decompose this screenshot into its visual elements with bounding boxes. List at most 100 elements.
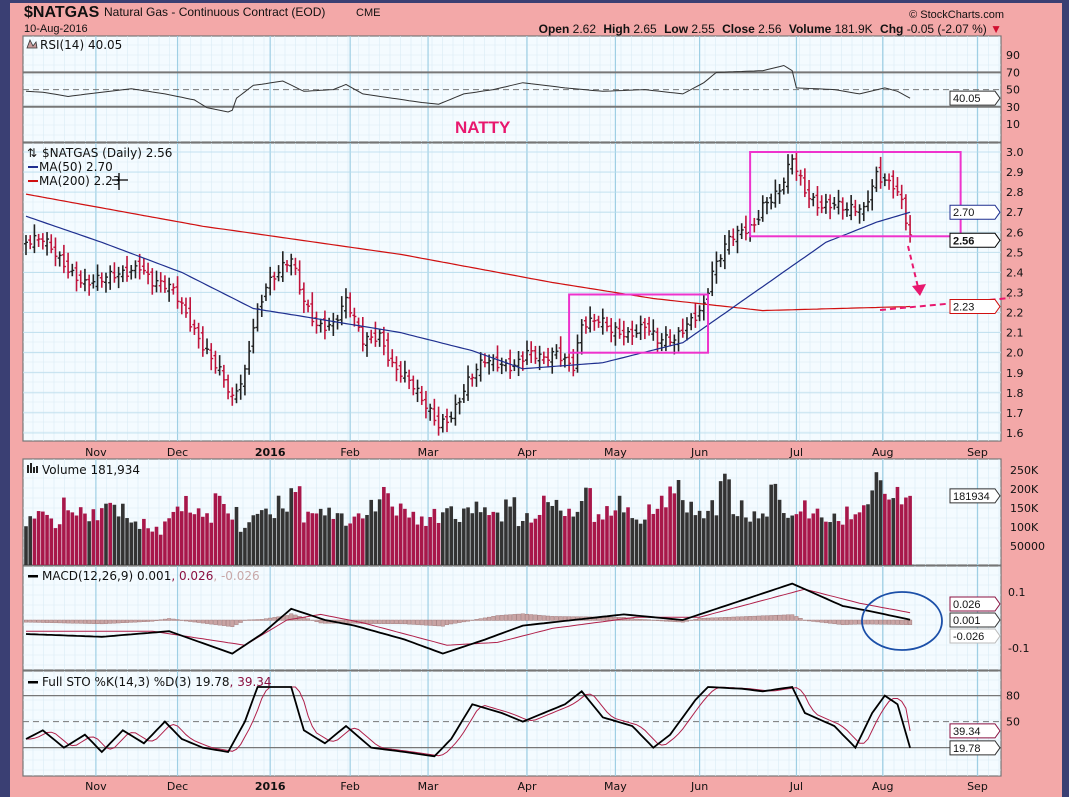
ohlc-bar — [293, 257, 298, 276]
volume-bar — [605, 506, 609, 565]
ohlc-bar — [175, 276, 180, 309]
volume-bar — [318, 508, 323, 565]
volume-bar — [516, 526, 521, 565]
x-axis-label: Dec — [167, 446, 188, 459]
macd-histogram-bar — [251, 619, 256, 621]
volume-bar — [840, 524, 845, 565]
ohlc-bar — [613, 322, 618, 346]
rsi-legend: RSI(14) 40.05 — [40, 38, 122, 52]
ma50-value-tag-box — [949, 204, 1001, 220]
ohlc-bar — [40, 233, 45, 250]
ohlc-bar — [550, 347, 555, 374]
volume-bar — [617, 495, 622, 565]
arrow-head-icon — [912, 284, 926, 296]
volume-bar — [108, 502, 112, 565]
sto-d-tag-text: 39.34 — [953, 726, 981, 738]
macd-histogram-bar — [503, 614, 508, 621]
ohlc-bar — [764, 197, 769, 215]
volume-bar — [196, 508, 201, 565]
macd-histogram-bar — [301, 617, 306, 621]
ma50-line — [25, 211, 911, 370]
rsi-tick-label: 90 — [1006, 49, 1020, 62]
ohlc-bar — [731, 228, 736, 247]
volume-bar — [706, 510, 710, 565]
price-tick-label: 1.9 — [1006, 367, 1024, 380]
macd-histogram-bar — [718, 617, 723, 621]
volume-bar — [870, 490, 875, 565]
macd-histogram-bar — [314, 619, 319, 622]
volume-bar — [579, 501, 584, 565]
volume-bar — [377, 499, 382, 565]
macd-histogram-bar — [853, 619, 858, 625]
ohlc-bar — [857, 204, 862, 224]
macd-histogram-bar — [512, 614, 517, 621]
sto-swatch — [28, 681, 38, 684]
ohlc-bar — [781, 177, 786, 195]
macd-histogram-bar — [36, 619, 41, 623]
volume-bar — [600, 519, 605, 565]
macd-histogram-bar — [259, 619, 264, 621]
volume-bar — [112, 504, 117, 565]
macd-histogram-bar — [550, 616, 555, 621]
macd-histogram-bar — [99, 619, 104, 625]
ohlc-bar — [609, 318, 614, 343]
volume-bar — [504, 499, 508, 565]
x-axis-label: Feb — [340, 780, 359, 793]
macd-histogram-bar — [289, 613, 294, 621]
ohlc-bar — [183, 297, 188, 318]
macd-histogram-bar — [878, 619, 883, 625]
volume-bar — [453, 518, 458, 565]
macd-histogram-bar — [247, 619, 252, 621]
volume-bar — [95, 520, 100, 565]
ohlc-bar — [45, 232, 50, 256]
ohlc-bar — [722, 234, 727, 270]
macd-histogram-bar — [402, 619, 407, 625]
macd-swatch — [28, 575, 38, 578]
sto-legend: Full STO %K(14,3) %D(3) 19.78, 39.34 — [42, 675, 272, 689]
volume-bar — [853, 514, 858, 565]
macd-histogram-bar — [108, 619, 113, 624]
volume-bar — [710, 500, 715, 565]
x-axis-label: Dec — [167, 780, 188, 793]
ohlc-bar — [583, 316, 588, 334]
volume-bar — [125, 518, 129, 565]
ohlc-bar — [798, 169, 803, 186]
close-value-tag: 2.56 — [949, 232, 1001, 248]
sto-k-tag: 19.78 — [949, 740, 1001, 756]
ohlc-bar — [680, 318, 685, 338]
volume-bar — [760, 513, 765, 565]
volume-bar — [773, 483, 778, 565]
volume-bar — [428, 517, 432, 565]
volume-tick-label: 200K — [1010, 483, 1039, 496]
x-axis-label: Nov — [85, 780, 107, 793]
ohlc-bar — [369, 329, 374, 344]
ma50-value-tag: 2.70 — [949, 204, 1001, 220]
volume-bar — [836, 521, 841, 565]
macd-tick-label: 0.1 — [1008, 586, 1026, 599]
volume-bar — [78, 507, 83, 565]
x-axis-label: Aug — [872, 780, 893, 793]
ohlc-bar — [428, 403, 433, 421]
volume-tick-label: 50000 — [1010, 540, 1045, 553]
rsi-tick-label: 70 — [1006, 66, 1020, 79]
macd-histogram-bar — [832, 619, 837, 625]
ohlc-bar — [247, 340, 252, 375]
ohlc-bar — [870, 179, 875, 211]
volume-bar — [306, 511, 310, 565]
right-border — [1062, 0, 1069, 797]
ohlc-bar — [285, 260, 290, 273]
ohlc-bar — [474, 363, 479, 387]
volume-bar — [487, 515, 491, 565]
ohlc-bar — [179, 297, 184, 315]
volume-tick-label: 250K — [1010, 464, 1039, 477]
ohlc-bar — [769, 193, 774, 210]
macd-histogram-bar — [238, 619, 243, 623]
volume-bar — [491, 511, 496, 565]
macd-histogram-bar — [786, 614, 791, 621]
x-axis-label: Jun — [690, 446, 708, 459]
macd-histogram-bar — [423, 619, 428, 626]
ohlc-bar — [377, 328, 382, 347]
ohlc-bar — [794, 151, 799, 181]
volume-bar — [403, 508, 407, 565]
macd-histogram-bar — [95, 619, 100, 624]
